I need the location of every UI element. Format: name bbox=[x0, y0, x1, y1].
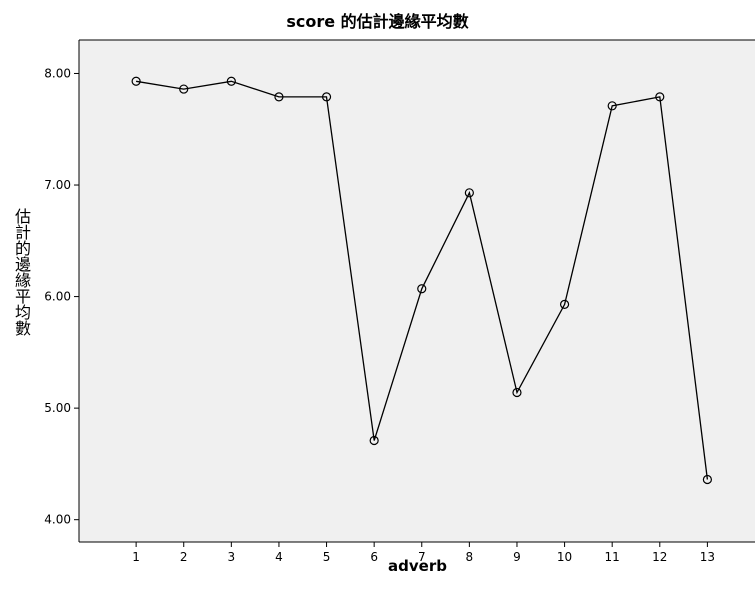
x-axis-label: adverb bbox=[388, 557, 447, 575]
x-tick-label: 6 bbox=[370, 550, 378, 564]
y-tick-label: 4.00 bbox=[44, 513, 71, 527]
data-point bbox=[321, 92, 332, 102]
data-point bbox=[607, 101, 617, 111]
y-axis-label: 估計的邊緣平均數 bbox=[12, 208, 31, 336]
data-point bbox=[559, 299, 570, 309]
data-point bbox=[369, 435, 379, 446]
data-point bbox=[702, 474, 712, 485]
x-tick-label: 12 bbox=[652, 550, 667, 564]
x-tick-label: 9 bbox=[513, 550, 521, 564]
data-point bbox=[464, 188, 474, 198]
x-tick-label: 11 bbox=[605, 550, 620, 564]
y-tick-label: 7.00 bbox=[44, 178, 71, 192]
x-tick-label: 13 bbox=[700, 550, 715, 564]
x-tick-label: 10 bbox=[557, 550, 572, 564]
x-tick-label: 7 bbox=[418, 550, 426, 564]
y-tick-label: 8.00 bbox=[44, 66, 71, 80]
series-line bbox=[135, 80, 709, 480]
y-tick-label: 6.00 bbox=[44, 290, 71, 304]
chart-title: score 的估計邊緣平均數 bbox=[286, 12, 469, 31]
x-tick-label: 3 bbox=[228, 550, 236, 564]
plot-background bbox=[79, 40, 755, 542]
data-point bbox=[655, 92, 665, 102]
y-tick-label: 5.00 bbox=[44, 401, 71, 415]
x-tick-label: 8 bbox=[466, 550, 474, 564]
data-point bbox=[131, 76, 141, 86]
data-point bbox=[226, 76, 236, 86]
data-point bbox=[274, 92, 284, 102]
x-tick-label: 1 bbox=[132, 550, 140, 564]
data-point bbox=[417, 284, 427, 294]
x-tick-label: 2 bbox=[180, 550, 188, 564]
x-tick-label: 5 bbox=[323, 550, 331, 564]
data-point bbox=[179, 84, 189, 94]
data-point bbox=[512, 387, 522, 398]
x-tick-label: 4 bbox=[275, 550, 283, 564]
